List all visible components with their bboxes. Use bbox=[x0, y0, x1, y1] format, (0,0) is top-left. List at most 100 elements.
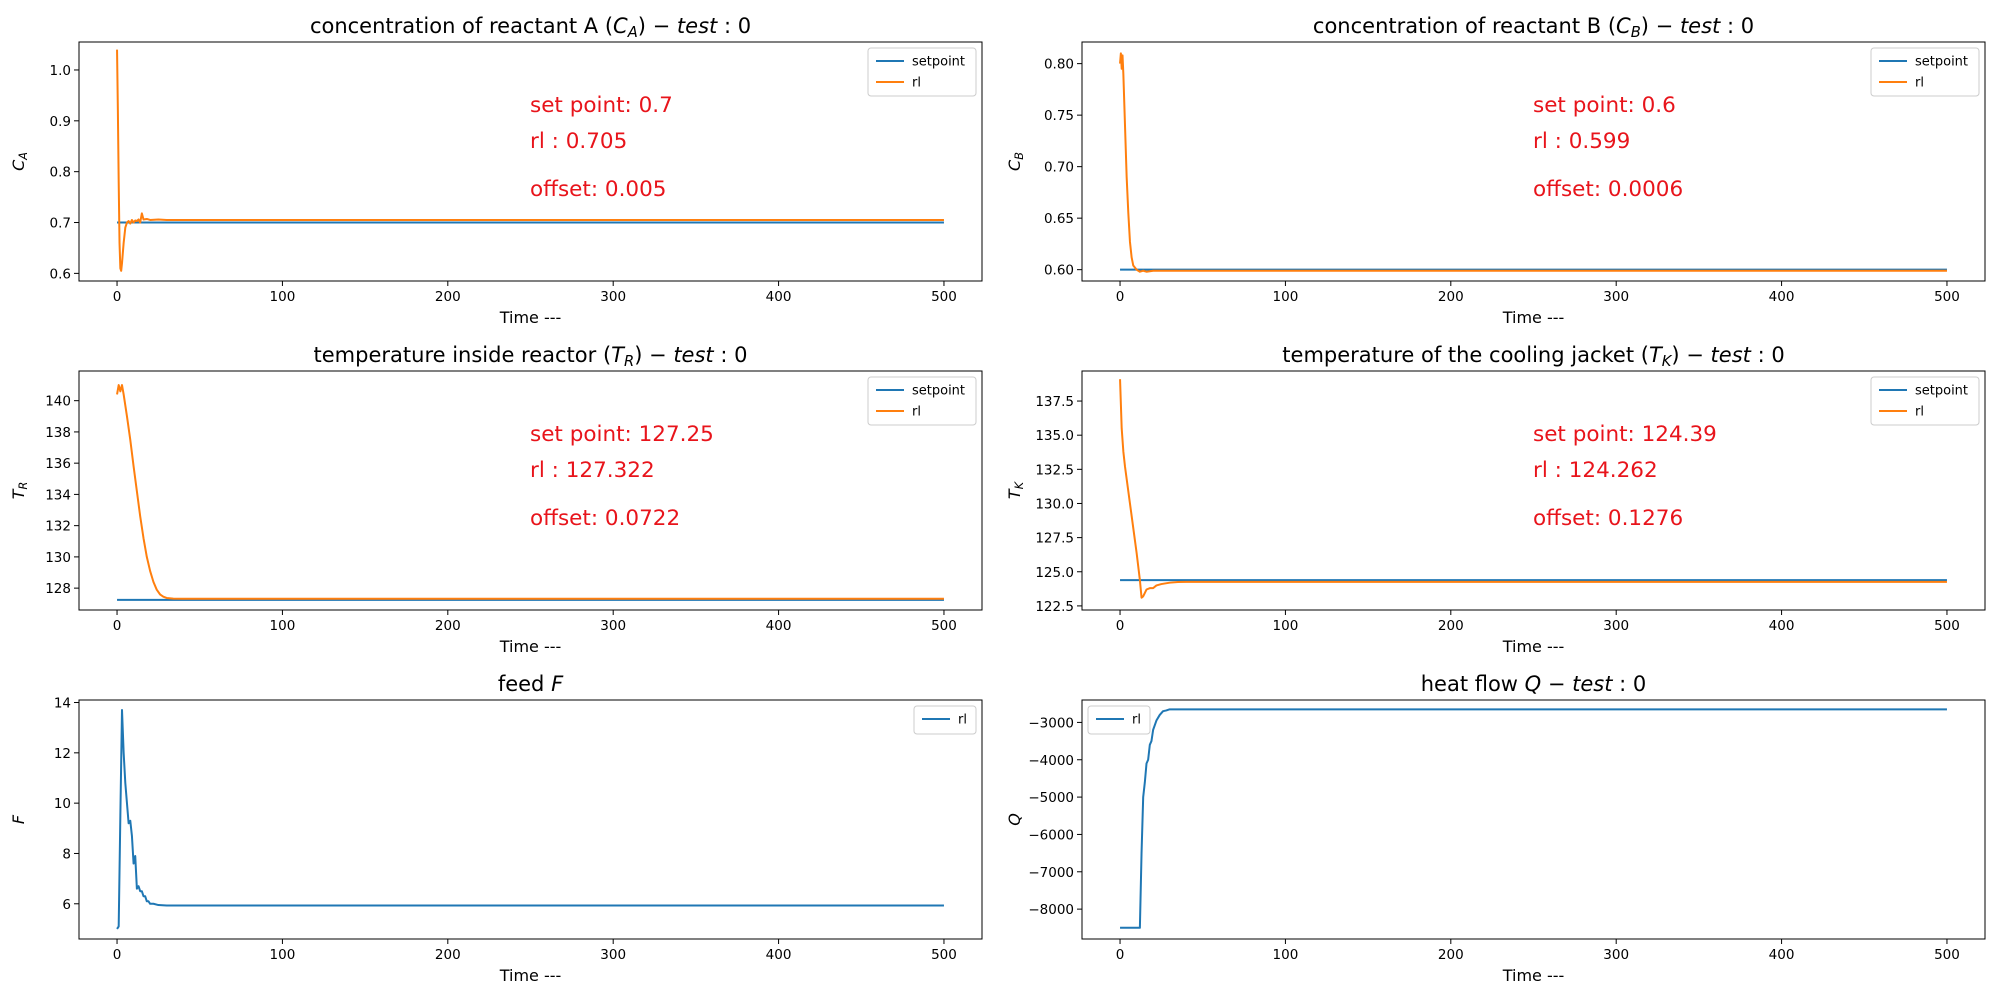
annotation-text: rl : 124.262 bbox=[1533, 458, 1658, 483]
series-line-rl bbox=[116, 384, 944, 600]
plot-area bbox=[1082, 371, 1985, 610]
x-tick-label: 300 bbox=[1603, 289, 1629, 305]
y-axis-label: TK bbox=[1005, 480, 1026, 499]
ylabel_parts-part: K bbox=[1013, 480, 1026, 489]
y-tick-label: −5000 bbox=[1028, 790, 1074, 806]
x-tick-label: 400 bbox=[766, 618, 792, 634]
legend: setpoint rl bbox=[1870, 376, 1980, 426]
x-tick-label: 0 bbox=[113, 289, 122, 305]
y-tick-label: 0.65 bbox=[1044, 211, 1074, 227]
title_parts-part: ) − bbox=[1641, 14, 1680, 38]
ylabel_parts-part: C bbox=[1005, 159, 1024, 171]
y-tick-label: 132.5 bbox=[1035, 462, 1074, 478]
series-line-rl bbox=[1120, 708, 1947, 929]
y-tick-label: 134 bbox=[45, 487, 71, 503]
annotation-text: rl : 127.322 bbox=[530, 458, 655, 483]
y-tick-label: 0.8 bbox=[50, 165, 71, 181]
x-tick-label: 100 bbox=[1273, 289, 1299, 305]
plot-area bbox=[79, 42, 982, 281]
x-axis-label: Time --- bbox=[499, 966, 562, 985]
title_parts-part: : 0 bbox=[1612, 672, 1646, 696]
title_parts-part: Q bbox=[1525, 672, 1542, 696]
title_parts-part: : 0 bbox=[717, 14, 751, 38]
y-axis-label: CB bbox=[1005, 152, 1026, 171]
axes-frame bbox=[78, 699, 983, 940]
title_parts-part: F bbox=[551, 672, 564, 696]
title_parts-part: ) − bbox=[634, 343, 673, 367]
axes-frame bbox=[1081, 370, 1986, 611]
x-tick-label: 400 bbox=[1769, 947, 1795, 963]
title_parts-part: : 0 bbox=[1720, 14, 1754, 38]
y-tick-label: 128 bbox=[45, 581, 71, 597]
title_parts-part: C bbox=[613, 14, 628, 38]
x-tick-label: 300 bbox=[600, 289, 626, 305]
y-tick-label: 0.60 bbox=[1044, 263, 1074, 279]
title_parts-part: ) − bbox=[1671, 343, 1710, 367]
y-tick-label: 0.9 bbox=[50, 114, 71, 130]
x-tick-label: 400 bbox=[1769, 618, 1795, 634]
x-tick-label: 200 bbox=[435, 289, 461, 305]
chart-title: concentration of reactant B (CB) − test … bbox=[1313, 14, 1754, 41]
plot-area bbox=[1082, 700, 1985, 939]
legend-label: rl bbox=[1915, 76, 1924, 91]
chart-panel: feed F 0 100 200 300 400 500 6 8 10 12 14 Time --- Fr… bbox=[9, 672, 983, 985]
title_parts-part: concentration of reactant A ( bbox=[310, 14, 613, 38]
y-tick-label: 130.0 bbox=[1035, 496, 1074, 512]
title_parts-part: T bbox=[611, 343, 626, 367]
legend-label: rl bbox=[1915, 405, 1924, 420]
annotation-text: set point: 0.6 bbox=[1533, 93, 1676, 118]
series-line-rl bbox=[116, 49, 944, 272]
y-tick-label: 137.5 bbox=[1035, 394, 1074, 410]
title_parts-part: ) − bbox=[638, 14, 677, 38]
title_parts-part: test bbox=[1680, 14, 1721, 38]
y-tick-label: 0.80 bbox=[1044, 57, 1074, 73]
chart-panel: temperature inside reactor (TR) − test :… bbox=[9, 343, 983, 656]
y-axis-label: CA bbox=[9, 152, 30, 171]
chart-panel: concentration of reactant B (CB) − test … bbox=[1005, 14, 1986, 327]
y-tick-label: 14 bbox=[54, 696, 71, 712]
x-tick-label: 300 bbox=[1603, 618, 1629, 634]
title_parts-part: test bbox=[673, 343, 714, 367]
x-tick-label: 400 bbox=[766, 289, 792, 305]
y-tick-label: 0.7 bbox=[50, 216, 71, 232]
chart-title: temperature inside reactor (TR) − test :… bbox=[314, 343, 748, 370]
y-tick-label: 136 bbox=[45, 456, 71, 472]
x-axis-label: Time --- bbox=[1502, 637, 1565, 656]
x-tick-label: 0 bbox=[1116, 618, 1125, 634]
y-tick-label: 0.6 bbox=[50, 266, 71, 282]
legend-label: rl bbox=[912, 405, 921, 420]
title_parts-part: R bbox=[624, 353, 634, 370]
x-tick-label: 200 bbox=[1438, 618, 1464, 634]
annotation-text: rl : 0.705 bbox=[530, 129, 627, 154]
title_parts-part: test bbox=[1572, 672, 1613, 696]
title_parts-part: concentration of reactant B ( bbox=[1313, 14, 1616, 38]
legend: setpoint rl bbox=[867, 47, 977, 97]
annotation-text: offset: 0.005 bbox=[530, 177, 666, 202]
y-tick-label: 0.70 bbox=[1044, 160, 1074, 176]
chart-panel: concentration of reactant A (CA) − test … bbox=[9, 14, 983, 327]
legend-label: rl bbox=[912, 76, 921, 91]
y-tick-label: 122.5 bbox=[1035, 599, 1074, 615]
y-tick-label: 132 bbox=[45, 519, 71, 535]
y-axis-label: TR bbox=[9, 482, 30, 500]
x-tick-label: 300 bbox=[600, 618, 626, 634]
title_parts-part: test bbox=[677, 14, 718, 38]
title_parts-part: test bbox=[1711, 343, 1752, 367]
axes-frame bbox=[78, 370, 983, 611]
title_parts-part: B bbox=[1631, 24, 1641, 41]
legend-label: setpoint bbox=[912, 384, 965, 399]
annotation-text: set point: 127.25 bbox=[530, 422, 714, 447]
x-tick-label: 100 bbox=[270, 289, 296, 305]
y-tick-label: −6000 bbox=[1028, 827, 1074, 843]
legend: setpoint rl bbox=[867, 376, 977, 426]
y-tick-label: 140 bbox=[45, 394, 71, 410]
axes-frame bbox=[78, 41, 983, 282]
legend-label: setpoint bbox=[1915, 55, 1968, 70]
y-tick-label: 8 bbox=[62, 846, 71, 862]
y-tick-label: 12 bbox=[54, 746, 71, 762]
x-tick-label: 0 bbox=[113, 618, 122, 634]
title_parts-part: temperature of the cooling jacket ( bbox=[1282, 343, 1649, 367]
x-tick-label: 200 bbox=[435, 947, 461, 963]
title_parts-part: T bbox=[1649, 343, 1664, 367]
